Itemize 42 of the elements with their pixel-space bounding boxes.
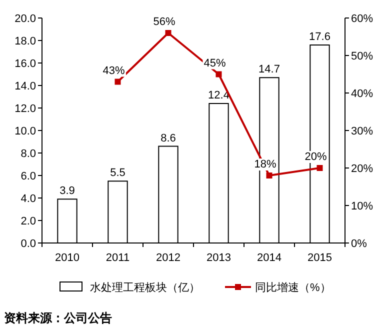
y2-tick-label: 30% [351,126,374,138]
data-label: 3.9 [60,185,75,198]
legend-label: 同比增速（%） [255,281,331,294]
y-tick-label: 20.0 [14,13,36,25]
data-label: 17.6 [309,31,330,43]
data-label: 56% [153,16,176,28]
data-label: 43% [102,64,125,77]
x-tick-label: 2013 [206,252,231,264]
y-tick-label: 4.0 [20,193,36,205]
data-label: 20% [304,151,327,163]
data-label: 18% [254,158,276,170]
point [316,165,323,171]
x-tick-label: 2014 [257,252,282,264]
data-label: 14.7 [258,64,280,76]
x-tick-label: 2010 [55,252,80,264]
y-tick-label: 12.0 [14,103,36,115]
data-label: 45% [204,57,226,70]
x-tick-label: 2011 [106,252,130,264]
data-label: 5.5 [110,167,126,180]
y2-tick-label: 20% [351,163,374,175]
y-tick-label: 2.0 [20,216,36,228]
y-tick-label: 6.0 [20,170,36,182]
y-tick-label: 14.0 [14,80,36,92]
y2-tick-label: 60% [351,13,374,25]
y-tick-label: 8.0 [20,148,36,160]
data-label: 8.6 [160,132,176,144]
y-tick-label: 18.0 [14,36,36,48]
y2-tick-label: 40% [351,88,374,100]
y2-tick-label: 50% [351,50,374,62]
y2-tick-label: 10% [351,200,374,212]
point [165,30,172,36]
y2-tick-label: 0% [351,238,368,250]
text: 资料来源：公司公告 [4,311,112,325]
y-tick-label: 0.0 [20,238,36,250]
x-tick-label: 2012 [156,252,180,264]
y-tick-label: 10.0 [14,126,36,138]
point [266,172,272,178]
point [216,71,222,78]
y-tick-label: 16.0 [14,58,36,70]
legend-label: 水处理工程板块（亿） [90,281,200,294]
point [114,78,121,85]
x-tick-label: 2015 [308,252,332,264]
